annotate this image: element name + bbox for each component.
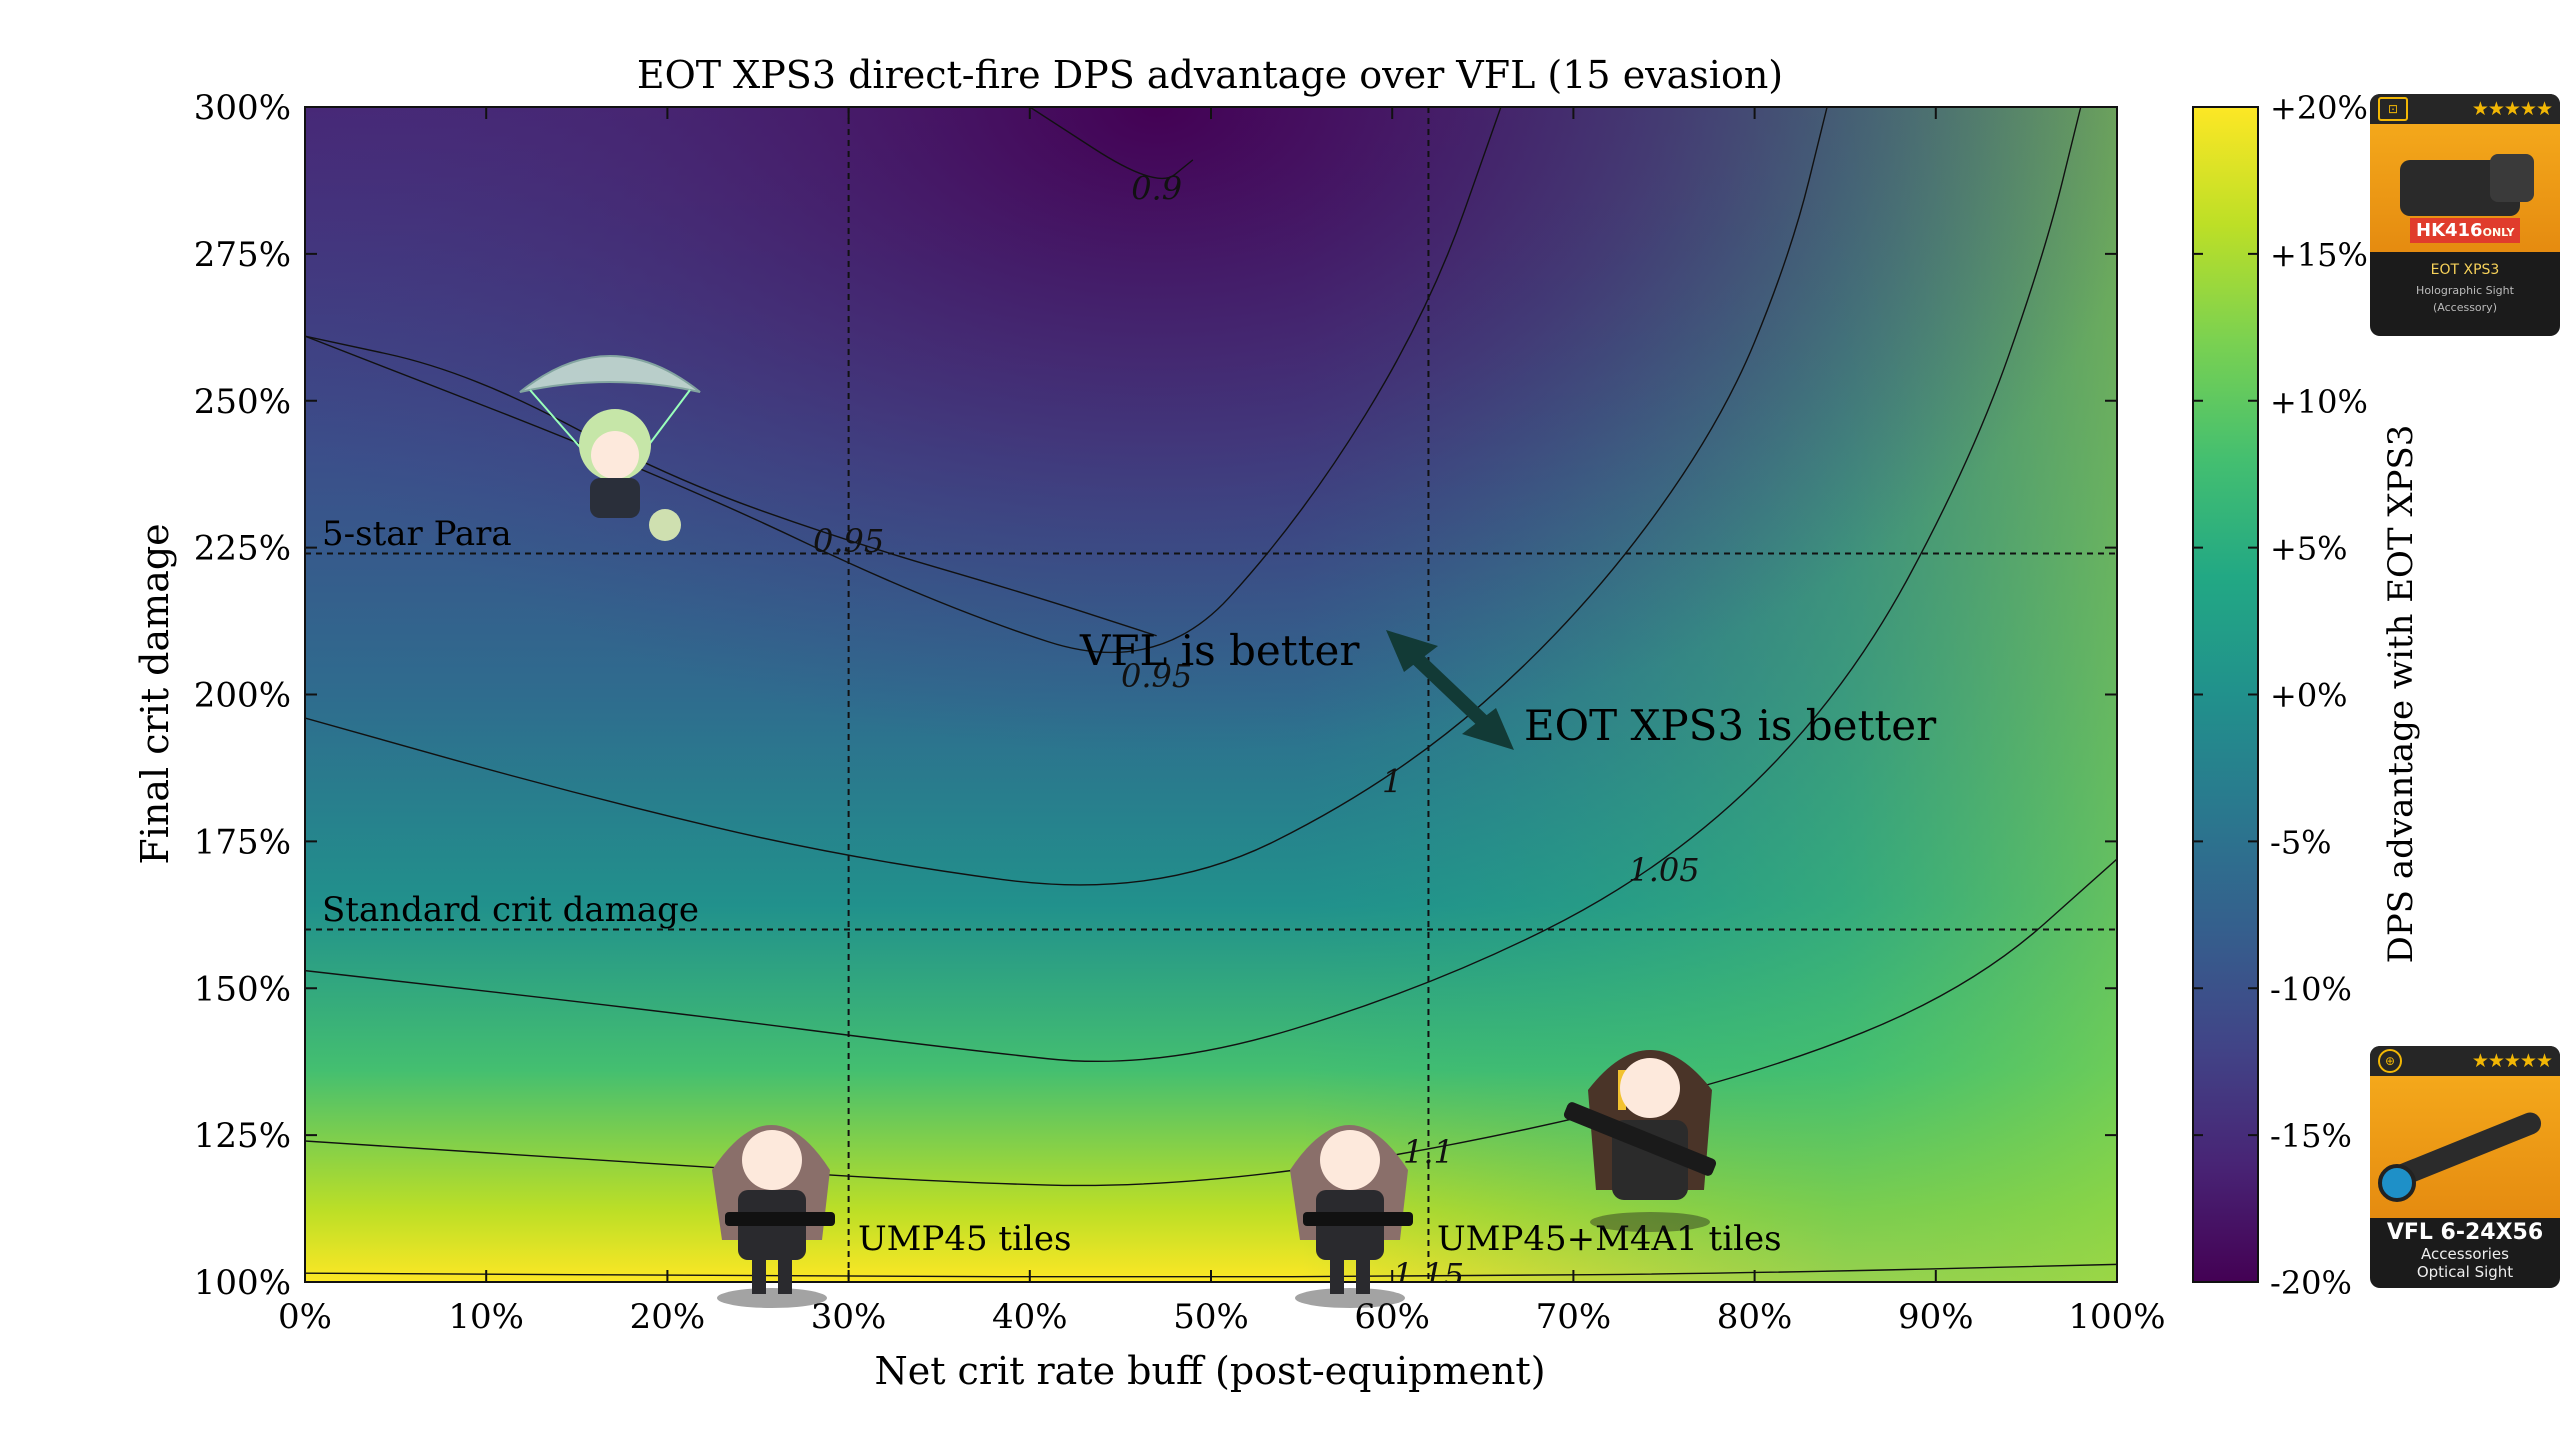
ref-label-standard: Standard crit damage [322, 890, 699, 930]
double-arrow-icon [1386, 630, 1514, 750]
eot-sight-art: HK416ONLY [2370, 124, 2560, 252]
colorbar-tick-label: +20% [2270, 89, 2368, 127]
rarity-stars: ★★★★★ [2471, 98, 2553, 120]
x-tick-label: 100% [2068, 1297, 2165, 1337]
y-tick-label: 175% [194, 822, 291, 862]
x-tick-label: 60% [1354, 1297, 1430, 1337]
contour-line-2 [305, 335, 1157, 637]
heatmap-dark-region [305, 107, 2117, 1282]
contour-label-2: 0.95 [813, 522, 884, 560]
holographic-sight-icon: ⊡ [2378, 97, 2408, 121]
rarity-stars: ★★★★★ [2471, 1050, 2553, 1072]
contour-label-4: 1.05 [1628, 851, 1699, 889]
chibi-ump45-second-icon [1290, 1125, 1413, 1308]
x-axis-label: Net crit rate buff (post-equipment) [874, 1349, 1545, 1393]
chart-title: EOT XPS3 direct-fire DPS advantage over … [637, 53, 1783, 97]
colorbar-tick-label: -20% [2270, 1264, 2352, 1302]
colorbar-gradient [2192, 106, 2259, 1283]
vfl-card-category: Accessories [2421, 1245, 2509, 1263]
contour-label-1: 0.95 [1121, 657, 1192, 695]
y-tick-label: 250% [194, 382, 291, 422]
colorbar-tick-label: +10% [2270, 383, 2368, 421]
restriction-badge: HK416ONLY [2410, 218, 2521, 243]
contour-line-3 [305, 107, 1828, 886]
contour-line-4 [305, 107, 2082, 1063]
chibi-ump45-icon [712, 1125, 835, 1308]
y-axis-label: Final crit damage [133, 523, 177, 864]
eot-card-type: Holographic Sight [2416, 284, 2514, 297]
chibi-m4a1-icon [1563, 1050, 1717, 1232]
sight-lens-icon [2490, 154, 2534, 202]
eot-xps3-card: ⊡ ★★★★★ HK416ONLY EOT XPS3 Holographic S… [2370, 94, 2560, 336]
vfl-card-name: VFL 6-24X56 [2386, 1220, 2544, 1245]
x-tick-label: 30% [811, 1297, 887, 1337]
colorbar-tick-label: -10% [2270, 970, 2352, 1008]
annotation-vfl-better: VFL is better [1079, 626, 1360, 675]
x-tick-label: 10% [448, 1297, 524, 1337]
colorbar-tick-label: +0% [2270, 677, 2348, 715]
vfl-card: ⊕ ★★★★★ VFL 6-24X56 Accessories Optical … [2370, 1046, 2560, 1288]
vfl-card-type: Optical Sight [2416, 1263, 2514, 1281]
x-tick-label: 50% [1173, 1297, 1249, 1337]
card-header: ⊕ ★★★★★ [2370, 1046, 2560, 1076]
colorbar-tick-label: +5% [2270, 530, 2348, 568]
vfl-scope-art [2370, 1076, 2560, 1218]
contour-label-3: 1 [1382, 763, 1402, 801]
contour-line-6 [305, 1263, 2117, 1278]
ref-label-ump45: UMP45 tiles [858, 1219, 1071, 1259]
y-tick-label: 275% [194, 235, 291, 275]
x-tick-label: 40% [992, 1297, 1068, 1337]
x-tick-label: 90% [1898, 1297, 1974, 1337]
colorbar-tick-label: -5% [2270, 823, 2332, 861]
y-tick-label: 300% [194, 88, 291, 128]
y-tick-label: 225% [194, 529, 291, 569]
eot-card-name: EOT XPS3 [2430, 262, 2500, 278]
contour-label-5: 1.1 [1403, 1133, 1454, 1171]
annotation-eot-better: EOT XPS3 is better [1524, 701, 1937, 750]
heatmap [305, 107, 2117, 1282]
x-tick-label: 80% [1717, 1297, 1793, 1337]
contour-line-0 [1029, 107, 1194, 180]
contour-line-5 [305, 858, 2117, 1187]
colorbar: +20% +15% +10% +5% +0% -5% -10% -15% -20% DPS ad… [2192, 89, 2421, 1302]
y-tick-label: 150% [194, 969, 291, 1009]
ref-label-ump45-m4a1: UMP45+M4A1 tiles [1437, 1219, 1782, 1259]
colorbar-tick-label: +15% [2270, 236, 2368, 274]
y-tick-label: 200% [194, 676, 291, 716]
x-axis: 0% 10% 20% 30% 40% 50% 60% 70% 80% 90% 100% [278, 107, 2166, 1337]
chibi-parachute-icon [519, 355, 701, 541]
y-tick-label: 125% [194, 1116, 291, 1156]
x-tick-label: 20% [630, 1297, 706, 1337]
optical-sight-icon: ⊕ [2378, 1049, 2402, 1073]
ref-label-para: 5-star Para [322, 514, 512, 554]
eot-card-category: (Accessory) [2432, 301, 2497, 314]
contour-line-1 [305, 107, 1502, 654]
scope-lens-icon [2378, 1164, 2416, 1202]
contour-label-0: 0.9 [1131, 169, 1182, 207]
colorbar-tick-label: -15% [2270, 1117, 2352, 1155]
x-tick-label: 70% [1536, 1297, 1612, 1337]
x-tick-label: 0% [278, 1297, 332, 1337]
y-tick-label: 100% [194, 1263, 291, 1303]
contour-label-6: 1.15 [1393, 1256, 1464, 1294]
colorbar-label: DPS advantage with EOT XPS3 [2381, 425, 2421, 964]
plot-area: 0.9 0.95 0.95 1 1.05 1.1 1.15 [304, 106, 2118, 1294]
card-header: ⊡ ★★★★★ [2370, 94, 2560, 124]
y-axis: 100% 125% 150% 175% 200% 225% 250% 275% 300% [194, 88, 2117, 1303]
